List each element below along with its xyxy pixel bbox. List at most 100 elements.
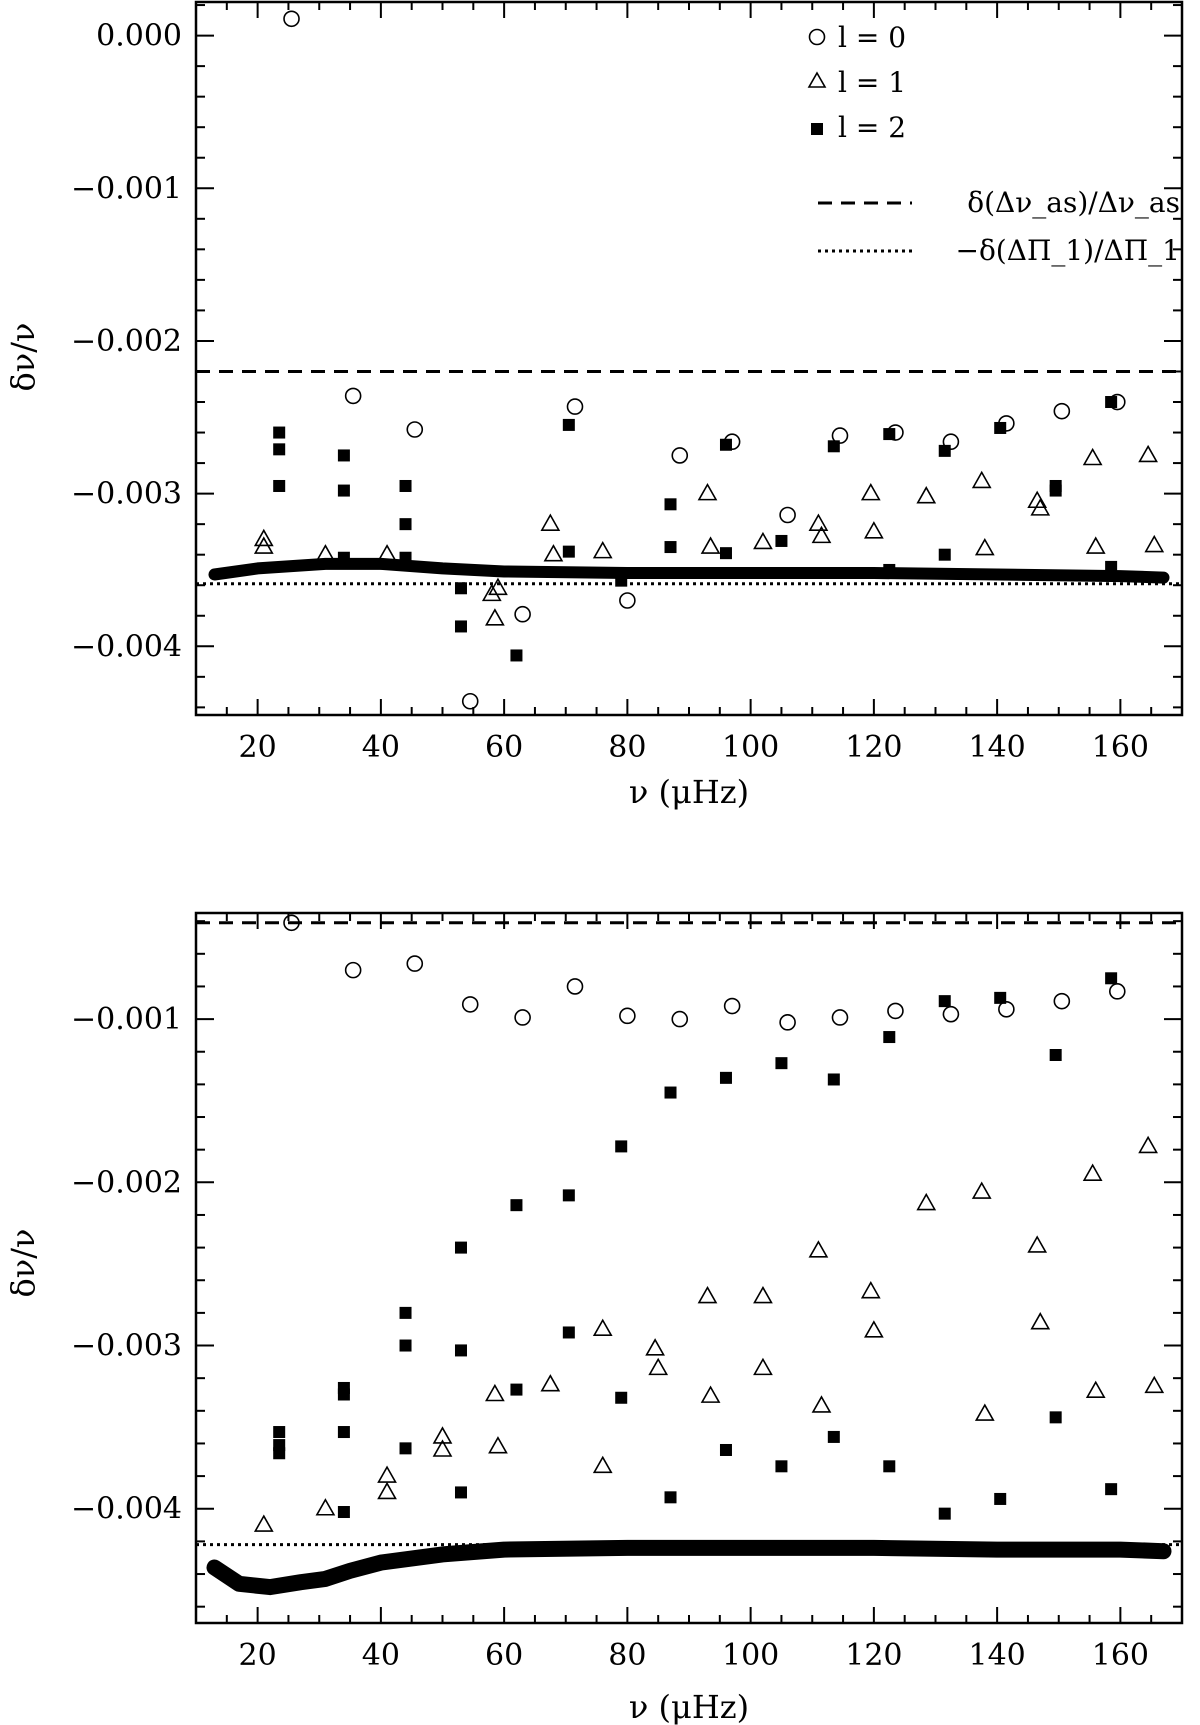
plot-frame	[194, 0, 1184, 717]
legend-marker-l1	[807, 71, 827, 88]
dense-band	[208, 557, 1170, 584]
legend-marker-l2	[811, 123, 823, 135]
x-tick-label: 80	[608, 1638, 646, 1673]
point-l0	[1053, 402, 1071, 420]
point-l2	[562, 418, 575, 431]
point-l1	[860, 1281, 881, 1299]
x-tick-label: 140	[968, 1638, 1025, 1673]
point-l0	[344, 387, 362, 405]
point-l1	[485, 1383, 505, 1402]
y-tick-label: −0.001	[71, 1002, 182, 1037]
point-l1	[315, 1498, 336, 1516]
point-l2	[454, 620, 467, 633]
point-l2	[337, 449, 350, 462]
x-tick-label: 100	[722, 1638, 779, 1673]
point-l1	[377, 1481, 397, 1500]
point-l1	[253, 1514, 274, 1532]
point-l1	[315, 544, 336, 562]
point-l2	[827, 1430, 840, 1443]
point-l1	[974, 1403, 995, 1421]
top-panel-y-axis-label: δν/ν	[4, 323, 42, 392]
point-l1	[1085, 536, 1106, 554]
point-l1	[543, 544, 564, 562]
x-tick-label: 40	[362, 1638, 400, 1673]
x-tick-label: 20	[239, 730, 277, 765]
point-l2	[883, 428, 896, 441]
y-tick-label: 0.000	[96, 19, 182, 54]
point-l0	[671, 1010, 689, 1028]
point-l1	[645, 1338, 665, 1356]
point-l0	[831, 427, 849, 444]
point-l2	[562, 1326, 575, 1339]
point-l2	[883, 1031, 896, 1044]
point-l2	[454, 1241, 467, 1254]
point-l1	[971, 470, 992, 489]
point-l2	[775, 534, 788, 547]
point-l1	[700, 536, 721, 554]
x-tick-label: 60	[485, 1638, 523, 1673]
point-l2	[994, 421, 1007, 434]
point-l2	[883, 563, 896, 576]
point-l2	[273, 443, 286, 456]
point-l1	[753, 1357, 773, 1376]
point-l1	[1030, 1312, 1051, 1330]
point-l2	[562, 545, 575, 558]
point-l1	[253, 528, 274, 547]
top-panel-x-axis-label: ν (μHz)	[629, 773, 749, 811]
y-tick-label: −0.004	[71, 629, 182, 664]
point-l2	[615, 1391, 628, 1404]
point-l1	[1138, 444, 1158, 463]
point-l0	[619, 592, 636, 609]
top-panel-legend: l = 0 l = 1 l = 2 δ(Δν_as)/Δν_as −δ(ΔΠ_1…	[807, 21, 1180, 267]
point-l2	[337, 1506, 350, 1519]
point-l0	[514, 1009, 531, 1026]
point-l2	[337, 551, 350, 564]
point-l2	[994, 1492, 1007, 1505]
point-l0	[779, 506, 796, 524]
point-l2	[454, 582, 467, 595]
point-l1	[592, 1455, 613, 1474]
point-l2	[719, 438, 732, 451]
point-l2	[337, 484, 350, 497]
point-l1	[377, 544, 397, 562]
point-l2	[1105, 972, 1118, 985]
point-l1	[916, 486, 937, 504]
x-tick-label: 40	[362, 730, 400, 765]
top-panel: 20 40 60 80 100 120 140 160 0.000 −0.001 −0.002 −0.…	[4, 0, 1184, 811]
point-l2	[827, 1073, 840, 1086]
point-l1	[592, 1318, 613, 1337]
point-l0	[1108, 983, 1126, 1000]
point-l1	[808, 513, 829, 531]
x-tick-label: 120	[845, 1638, 902, 1673]
point-l0	[942, 433, 960, 451]
x-tick-label: 20	[239, 1638, 277, 1673]
point-l2	[454, 1344, 467, 1357]
point-l0	[1053, 992, 1071, 1010]
point-l2	[399, 479, 412, 492]
point-l0	[831, 1009, 849, 1026]
point-l0	[779, 1014, 796, 1031]
point-l1	[808, 1240, 829, 1258]
plot-marks	[196, 10, 1182, 710]
point-l0	[566, 978, 584, 995]
point-l2	[337, 1388, 350, 1401]
point-l2	[719, 547, 732, 560]
point-l0	[514, 605, 531, 623]
bottom-panel-x-axis-label: ν (μHz)	[629, 1688, 749, 1725]
point-l1	[697, 482, 718, 501]
point-l0	[998, 1000, 1015, 1018]
point-l1	[700, 1385, 721, 1403]
point-l0	[283, 10, 300, 28]
point-l2	[1049, 1049, 1062, 1061]
point-l2	[938, 1507, 951, 1520]
point-l1	[377, 1465, 397, 1483]
y-tick-label: −0.003	[71, 477, 182, 512]
point-l2	[399, 551, 412, 564]
point-l1	[540, 1374, 561, 1392]
point-l2	[399, 1306, 412, 1319]
point-l1	[1085, 1380, 1106, 1399]
legend-label-l0: l = 0	[838, 21, 906, 54]
point-l1	[971, 1181, 992, 1199]
point-l1	[1082, 1163, 1103, 1181]
